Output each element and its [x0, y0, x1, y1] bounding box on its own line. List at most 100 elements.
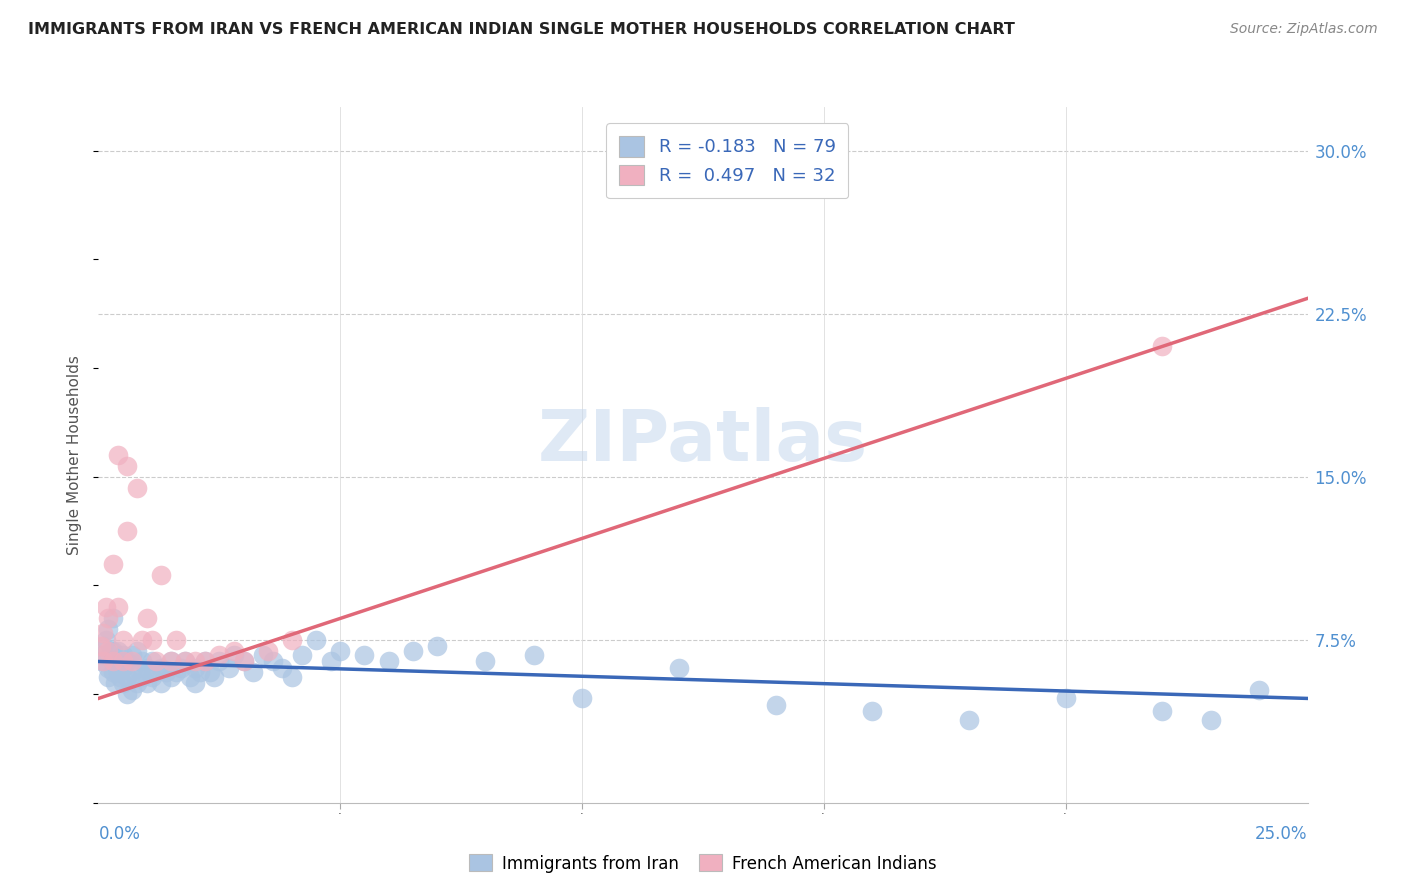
Point — [111, 632, 134, 647]
Point — [184, 676, 207, 690]
Point — [194, 655, 217, 669]
Point — [1054, 691, 1077, 706]
Point — [135, 611, 157, 625]
Legend: R = -0.183   N = 79, R =  0.497   N = 32: R = -0.183 N = 79, R = 0.497 N = 32 — [606, 123, 848, 198]
Point — [91, 655, 114, 669]
Point — [101, 643, 124, 657]
Point — [111, 661, 134, 675]
Point — [179, 670, 201, 684]
Point — [101, 611, 124, 625]
Point — [232, 655, 254, 669]
Point — [184, 655, 207, 669]
Point — [97, 611, 120, 625]
Point — [169, 661, 191, 675]
Point — [141, 670, 163, 684]
Point — [150, 661, 173, 675]
Point — [107, 655, 129, 669]
Point — [222, 648, 245, 662]
Point — [141, 632, 163, 647]
Point — [107, 600, 129, 615]
Point — [160, 655, 183, 669]
Point — [121, 665, 143, 680]
Point — [242, 665, 264, 680]
Point — [135, 661, 157, 675]
Point — [174, 655, 197, 669]
Point — [107, 643, 129, 657]
Point — [860, 705, 883, 719]
Point — [165, 632, 187, 647]
Point — [101, 655, 124, 669]
Point — [523, 648, 546, 662]
Point — [174, 655, 197, 669]
Text: 0.0%: 0.0% — [98, 825, 141, 843]
Point — [117, 655, 139, 669]
Text: IMMIGRANTS FROM IRAN VS FRENCH AMERICAN INDIAN SINGLE MOTHER HOUSEHOLDS CORRELAT: IMMIGRANTS FROM IRAN VS FRENCH AMERICAN … — [28, 22, 1015, 37]
Point — [222, 643, 245, 657]
Point — [121, 682, 143, 697]
Point — [305, 632, 328, 647]
Text: ZIPatlas: ZIPatlas — [538, 407, 868, 475]
Point — [353, 648, 375, 662]
Point — [281, 670, 304, 684]
Point — [141, 655, 163, 669]
Legend: Immigrants from Iran, French American Indians: Immigrants from Iran, French American In… — [463, 847, 943, 880]
Point — [91, 639, 114, 653]
Point — [91, 648, 114, 662]
Point — [97, 622, 120, 636]
Point — [101, 665, 124, 680]
Point — [155, 665, 177, 680]
Point — [668, 661, 690, 675]
Point — [145, 655, 167, 669]
Point — [262, 655, 284, 669]
Point — [97, 661, 120, 675]
Point — [127, 481, 149, 495]
Point — [117, 524, 139, 538]
Point — [117, 687, 139, 701]
Point — [194, 655, 217, 669]
Point — [165, 665, 187, 680]
Point — [97, 670, 120, 684]
Point — [1249, 682, 1271, 697]
Point — [90, 655, 112, 669]
Point — [319, 655, 342, 669]
Point — [135, 676, 157, 690]
Point — [145, 665, 167, 680]
Point — [117, 670, 139, 684]
Point — [91, 626, 114, 640]
Point — [121, 648, 143, 662]
Point — [426, 639, 449, 653]
Point — [402, 643, 425, 657]
Point — [184, 661, 207, 675]
Point — [571, 691, 593, 706]
Text: Source: ZipAtlas.com: Source: ZipAtlas.com — [1230, 22, 1378, 37]
Point — [765, 698, 787, 712]
Point — [121, 655, 143, 669]
Point — [232, 655, 254, 669]
Point — [1152, 705, 1174, 719]
Point — [94, 632, 117, 647]
Point — [131, 655, 153, 669]
Point — [127, 661, 149, 675]
Point — [127, 643, 149, 657]
Point — [329, 643, 352, 657]
Point — [271, 661, 294, 675]
Point — [97, 643, 120, 657]
Point — [957, 713, 980, 727]
Point — [131, 632, 153, 647]
Point — [377, 655, 399, 669]
Point — [1152, 339, 1174, 353]
Point — [117, 458, 139, 473]
Point — [127, 676, 149, 690]
Point — [290, 648, 312, 662]
Point — [108, 670, 131, 684]
Y-axis label: Single Mother Households: Single Mother Households — [67, 355, 83, 555]
Point — [281, 632, 304, 647]
Point — [218, 661, 240, 675]
Point — [208, 655, 231, 669]
Point — [1199, 713, 1222, 727]
Point — [107, 448, 129, 462]
Point — [107, 665, 129, 680]
Point — [150, 676, 173, 690]
Point — [160, 670, 183, 684]
Point — [160, 655, 183, 669]
